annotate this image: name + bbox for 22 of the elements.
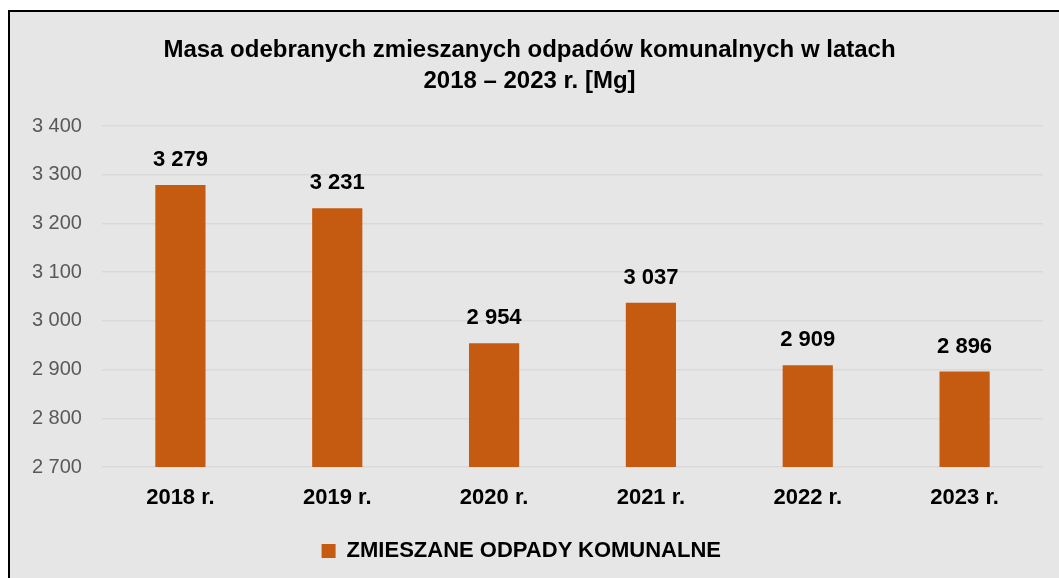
x-tick-label: 2018 r.	[146, 484, 215, 510]
y-tick-label: 3 000	[31, 308, 82, 331]
x-tick-label: 2020 r.	[459, 484, 529, 510]
x-tick-label: 2023 r.	[930, 484, 999, 510]
data-label: 2 954	[466, 304, 523, 330]
y-tick-label: 3 300	[31, 162, 82, 185]
data-label: 3 037	[623, 263, 679, 289]
y-tick-label: 3 100	[31, 259, 82, 282]
data-label: 3 231	[309, 169, 365, 195]
legend-label: ZMIESZANE ODPADY KOMUNALNE	[346, 537, 722, 563]
data-label: 2 896	[937, 332, 993, 358]
data-label: 2 909	[780, 326, 836, 352]
y-tick-label: 3 400	[31, 113, 82, 136]
chart-title: Masa odebranych zmieszanych odpadów komunalnych w latach 2018 – 2023 r. [Mg]	[162, 34, 897, 95]
x-tick-label: 2021 r.	[616, 484, 686, 510]
x-tick-label: 2019 r.	[302, 484, 372, 510]
data-label: 3 279	[152, 146, 208, 172]
y-tick-label: 2 800	[31, 405, 82, 428]
y-tick-label: 2 700	[31, 454, 82, 477]
y-tick-label: 2 900	[31, 357, 82, 380]
x-tick-label: 2022 r.	[773, 484, 843, 510]
y-tick-label: 3 200	[31, 210, 82, 233]
